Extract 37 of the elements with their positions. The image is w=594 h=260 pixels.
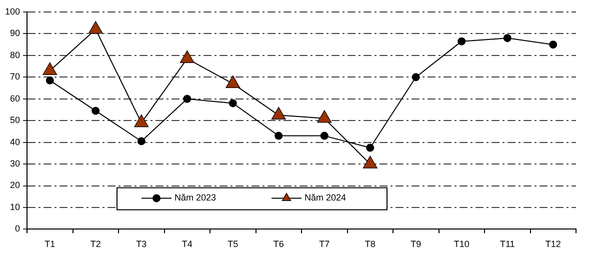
point [549,40,558,49]
x-tick-label: T3 [136,239,147,250]
point [412,73,420,82]
point [92,106,100,115]
y-tick-label: 90 [10,28,20,38]
x-tick-label: T12 [545,239,561,250]
y-tick-label: 70 [10,72,20,82]
point [458,37,466,46]
point [274,132,283,140]
point [137,137,146,146]
legend-label: Năm 2023 [174,192,216,203]
point [320,132,328,140]
y-tick-label: 30 [10,158,20,169]
point [183,94,192,103]
y-tick-label: 60 [10,93,20,104]
point [503,34,512,42]
x-tick-label: T11 [500,239,515,250]
point [366,144,374,152]
y-tick-label: 50 [10,115,20,126]
x-tick-label: T1 [44,239,56,250]
x-tick-label: T8 [364,239,376,250]
x-tick-label: T2 [90,239,101,250]
y-tick-label: 0 [15,224,20,234]
x-tick-label: T7 [319,239,330,250]
x-tick-label: T5 [228,239,238,250]
x-tick-label: T10 [454,239,470,250]
y-tick-label: 80 [10,50,20,60]
y-tick-label: 20 [10,180,20,190]
y-tick-label: 10 [10,202,20,212]
legend-label: Năm 2024 [304,192,346,203]
point [46,76,54,84]
y-tick-label: 40 [10,136,20,147]
x-tick-label: T9 [410,239,422,250]
x-tick-label: T4 [182,239,192,250]
x-tick-label: T6 [273,239,284,250]
y-tick-label: 100 [4,6,20,16]
point [228,99,237,108]
